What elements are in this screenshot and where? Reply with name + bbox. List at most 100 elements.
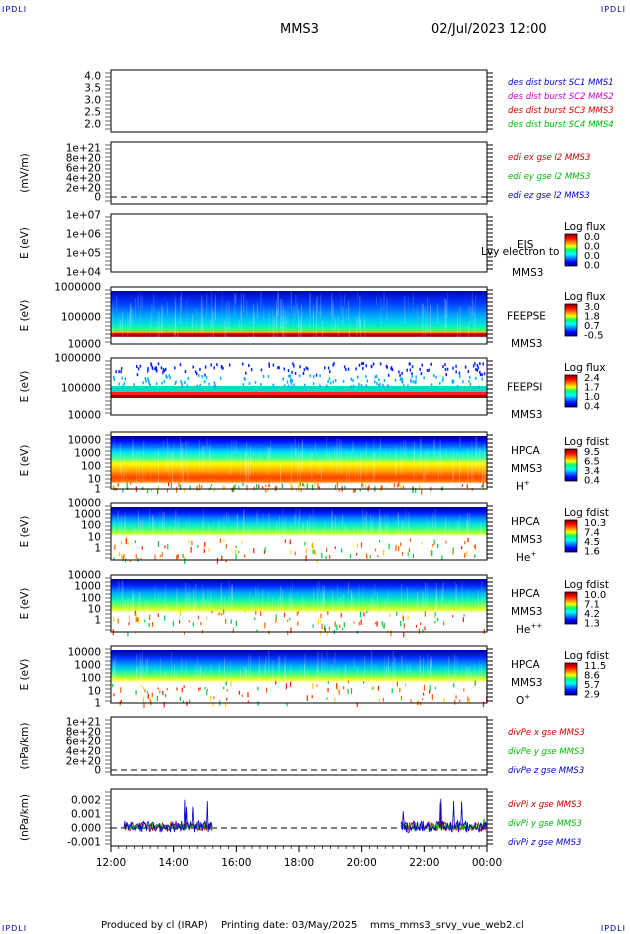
spectrogram-dot <box>355 367 357 371</box>
spectrogram-streak <box>122 311 124 336</box>
y-tick-label: 3.0 <box>84 95 101 107</box>
spectrogram-dot <box>151 366 154 370</box>
spectrogram-streak <box>426 297 428 334</box>
spectrogram-streak <box>322 320 324 338</box>
y-tick-label: 1000 <box>74 509 101 521</box>
spectrogram-streak <box>142 518 144 554</box>
spectrogram-speck <box>284 539 286 543</box>
spectrogram-streak <box>331 511 333 535</box>
spectrogram-speck <box>297 484 300 491</box>
spectrogram-speck <box>434 621 436 624</box>
spectrogram-streak <box>230 661 232 689</box>
spectrogram-speck <box>176 554 178 561</box>
y-tick-label: 10000 <box>68 410 101 422</box>
spectrogram-streak <box>177 535 179 556</box>
spectrogram-dot <box>379 382 381 386</box>
spectrogram-streak <box>186 300 188 324</box>
spectrogram-streak <box>282 520 284 553</box>
spectrogram-dot <box>268 362 270 366</box>
spectrogram-speck <box>149 697 151 704</box>
spectrogram-streak <box>420 436 422 468</box>
spectrogram-streak <box>181 448 183 484</box>
spectrogram-streak <box>165 670 167 699</box>
spectrogram-streak <box>285 516 287 548</box>
spectrogram-dot <box>147 377 149 381</box>
spectrogram-dot <box>299 365 301 369</box>
spectrogram-streak <box>270 439 272 459</box>
panel-frame <box>110 213 488 273</box>
spectrogram-streak <box>484 592 486 618</box>
spectrogram-speck <box>166 687 168 691</box>
spectrogram-streak <box>229 465 231 476</box>
spectrogram-dot <box>414 380 416 384</box>
spectrogram-streak <box>300 304 302 335</box>
spectrogram-dot <box>442 365 444 369</box>
spectrogram-streak <box>204 599 206 632</box>
spectrogram-dot <box>315 373 318 377</box>
panel-frame <box>110 788 488 847</box>
spectrogram-streak <box>122 470 124 486</box>
spectrogram-dot <box>472 364 475 368</box>
spectrogram-dot <box>446 367 449 371</box>
spectrogram-dot <box>243 377 246 381</box>
spectrogram-streak <box>113 660 115 692</box>
spectrogram-speck <box>383 549 385 556</box>
spectrogram-streak <box>333 657 335 691</box>
spectrogram-streak <box>284 310 286 324</box>
spectrogram-streak <box>276 332 278 343</box>
y-tick-label: 10000 <box>68 498 101 510</box>
spectrogram-streak <box>245 453 247 485</box>
spectrogram-dot <box>435 375 437 379</box>
spectrogram-streak <box>188 441 190 470</box>
spectrogram-streak <box>387 655 389 672</box>
spectrogram-streak <box>227 443 229 466</box>
spectrogram-dot <box>411 372 413 376</box>
spectrogram-speck <box>395 544 398 547</box>
spectrogram-streak <box>402 655 404 693</box>
colorbar-value: 7.1 <box>584 600 600 611</box>
spectrogram-streak <box>121 580 123 602</box>
spectrogram-streak <box>223 515 225 539</box>
spectrogram-streak <box>156 321 158 343</box>
spectrogram-dot <box>150 363 153 367</box>
spectrogram-dot <box>115 370 117 374</box>
spectrogram-speck <box>241 541 244 544</box>
spectrogram-dot <box>343 365 346 369</box>
spectrogram-speck <box>396 484 399 488</box>
spectrogram-streak <box>195 664 197 691</box>
spectrogram-streak <box>384 598 386 625</box>
spectrogram-streak <box>246 668 248 695</box>
y-tick-label: 0 <box>94 192 101 204</box>
spectrogram-speck <box>163 701 165 708</box>
spectrogram-speck <box>128 622 130 626</box>
spectrogram-streak <box>320 538 322 555</box>
y-tick-label: 0.001 <box>71 809 101 821</box>
spectrogram-streak <box>386 297 388 321</box>
spectrogram-streak <box>315 516 317 549</box>
spectrogram-speck <box>422 629 424 633</box>
spectrogram-speck <box>213 696 215 700</box>
spectrogram-streak <box>236 528 238 551</box>
y-tick-label: 10000 <box>68 647 101 659</box>
spectrogram-streak <box>348 465 350 481</box>
spectrogram-dot <box>391 368 394 372</box>
spectrogram-streak <box>171 652 173 687</box>
spectrogram-streak <box>293 305 295 322</box>
spectrogram-speck <box>365 484 367 490</box>
spectrogram-streak <box>295 507 297 523</box>
spectrogram-dot <box>370 364 373 368</box>
spectrogram-streak <box>378 679 380 696</box>
spectrogram-speck <box>407 615 409 620</box>
spectrogram-speck <box>275 617 277 623</box>
colorbar-value: 4.5 <box>584 537 600 548</box>
spectrogram-streak <box>228 300 230 333</box>
spectrogram-dot <box>254 380 257 384</box>
spectrogram-speck <box>294 551 296 556</box>
spectrogram-streak <box>336 584 338 610</box>
spectrogram-streak <box>257 673 259 685</box>
spectrogram-streak <box>200 300 202 334</box>
spectrogram-streak <box>142 650 144 686</box>
spectrogram-dot <box>293 383 295 387</box>
spectrogram-streak <box>316 662 318 672</box>
y-tick-label: 1 <box>94 615 101 627</box>
